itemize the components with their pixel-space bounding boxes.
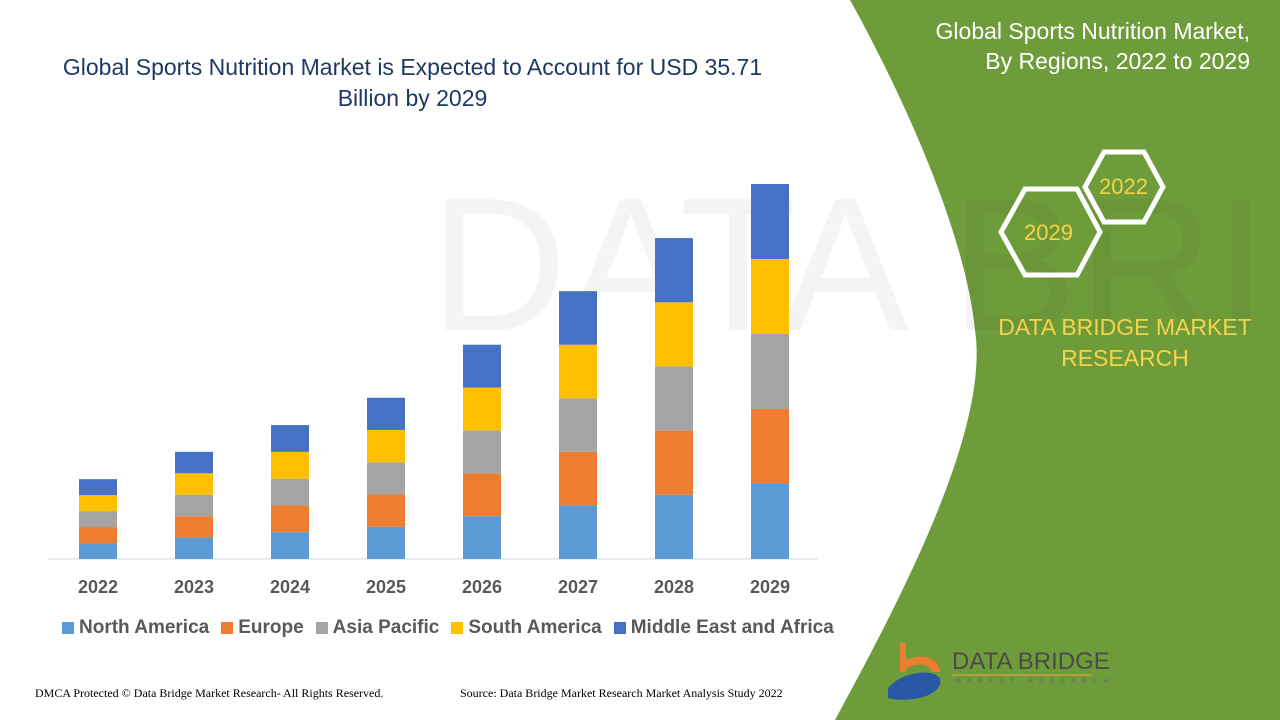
hex-label-2022: 2022 [1099, 174, 1148, 199]
bar-segment-asia-pacific-2029 [751, 334, 789, 409]
hexagon-2022 [1082, 149, 1166, 225]
bar-segment-north-america-2027 [559, 505, 597, 559]
brand-line1: DATA BRIDGE MARKET [998, 314, 1252, 340]
bar-segment-south-america-2023 [175, 473, 213, 495]
legend-item: North America [62, 617, 209, 639]
bar-segment-europe-2022 [79, 527, 117, 544]
x-tick-label: 2026 [462, 577, 502, 597]
bar-segment-north-america-2028 [655, 494, 693, 559]
bar-segment-north-america-2026 [463, 516, 501, 559]
bar-segment-europe-2028 [655, 430, 693, 495]
chart-title: Global Sports Nutrition Market is Expect… [62, 54, 763, 111]
bar-segment-asia-pacific-2022 [79, 511, 117, 528]
legend-item: Asia Pacific [315, 617, 440, 639]
source-footer: Source: Data Bridge Market Research Mark… [460, 686, 783, 700]
bar-segment-south-america-2028 [655, 302, 693, 367]
legend-swatch [613, 622, 626, 634]
bar-segment-middle-east-and-africa-2022 [79, 479, 117, 496]
logo-mark [888, 643, 941, 700]
bar-segment-south-america-2026 [463, 387, 501, 431]
legend-item: Europe [221, 617, 304, 639]
legend-swatch [62, 622, 74, 634]
bar-segment-north-america-2024 [271, 532, 309, 559]
bar-segment-europe-2029 [751, 409, 789, 484]
x-tick-label: 2024 [270, 577, 310, 597]
bar-segment-middle-east-and-africa-2029 [751, 184, 789, 259]
legend-item: South America [451, 617, 602, 639]
legend-item: Middle East and Africa [613, 617, 834, 639]
bar-segment-europe-2024 [271, 505, 309, 533]
legend-swatch [451, 622, 464, 634]
legend-label: South America [468, 617, 602, 638]
bar-segment-middle-east-and-africa-2027 [559, 291, 597, 345]
logo-subtext: MARKET RESEARCH [955, 678, 1115, 685]
green-side-panel [835, 0, 1280, 720]
bar-segment-asia-pacific-2025 [367, 462, 405, 495]
legend-label: North America [79, 617, 210, 638]
bar-segment-middle-east-and-africa-2023 [175, 451, 213, 474]
bar-segment-asia-pacific-2024 [271, 478, 309, 506]
bar-segment-asia-pacific-2027 [559, 398, 597, 452]
legend-label: Europe [238, 617, 304, 638]
bar-segment-south-america-2029 [751, 259, 789, 334]
bar-segment-europe-2025 [367, 494, 405, 527]
bar-segment-middle-east-and-africa-2028 [655, 238, 693, 303]
bar-segment-south-america-2025 [367, 430, 405, 463]
logo-text: DATA BRIDGE [952, 648, 1110, 675]
panel-title-line2: By Regions, 2022 to 2029 [985, 48, 1250, 74]
hex-label-2029: 2029 [1024, 220, 1073, 245]
legend: North America Europe Asia Pacific South Ame… [62, 617, 834, 639]
bar-segment-north-america-2022 [79, 543, 117, 559]
bar-segment-south-america-2024 [271, 451, 309, 479]
legend-label: Middle East and Africa [630, 617, 834, 638]
brand-name: DATA BRIDGE MARKET RESEARCH [990, 312, 1260, 374]
x-tick-label: 2029 [750, 577, 790, 597]
x-tick-label: 2027 [558, 577, 598, 597]
bar-segment-middle-east-and-africa-2024 [271, 425, 309, 452]
bar-segment-north-america-2025 [367, 526, 405, 559]
copyright-footer: DMCA Protected © Data Bridge Market Rese… [35, 686, 384, 700]
panel-title-line1: Global Sports Nutrition Market, [935, 18, 1250, 44]
bar-segment-north-america-2029 [751, 484, 789, 559]
bar-segment-south-america-2022 [79, 495, 117, 512]
x-tick-label: 2023 [174, 577, 214, 597]
bar-segment-middle-east-and-africa-2026 [463, 344, 501, 388]
stacked-bar-chart: 2022 2023 2024 2025 2026 2027 2028 2029 [48, 184, 818, 597]
legend-label: Asia Pacific [332, 617, 440, 638]
hexagon-2029 [998, 186, 1103, 278]
bar-segment-europe-2027 [559, 451, 597, 506]
x-tick-label: 2025 [366, 577, 406, 597]
bar-segment-asia-pacific-2026 [463, 430, 501, 474]
bar-segment-south-america-2027 [559, 344, 597, 399]
bar-segment-north-america-2023 [175, 537, 213, 559]
bar-segment-asia-pacific-2023 [175, 494, 213, 517]
bar-segment-asia-pacific-2028 [655, 366, 693, 431]
brand-line2: RESEARCH [1061, 345, 1189, 371]
panel-title: Global Sports Nutrition Market, By Regio… [936, 16, 1250, 76]
x-tick-label: 2022 [78, 577, 118, 597]
bar-segment-europe-2026 [463, 473, 501, 517]
legend-swatch [221, 622, 234, 634]
bar-segment-middle-east-and-africa-2025 [367, 397, 405, 431]
legend-swatch [315, 622, 328, 634]
x-tick-label: 2028 [654, 577, 694, 597]
bar-segment-europe-2023 [175, 516, 213, 538]
